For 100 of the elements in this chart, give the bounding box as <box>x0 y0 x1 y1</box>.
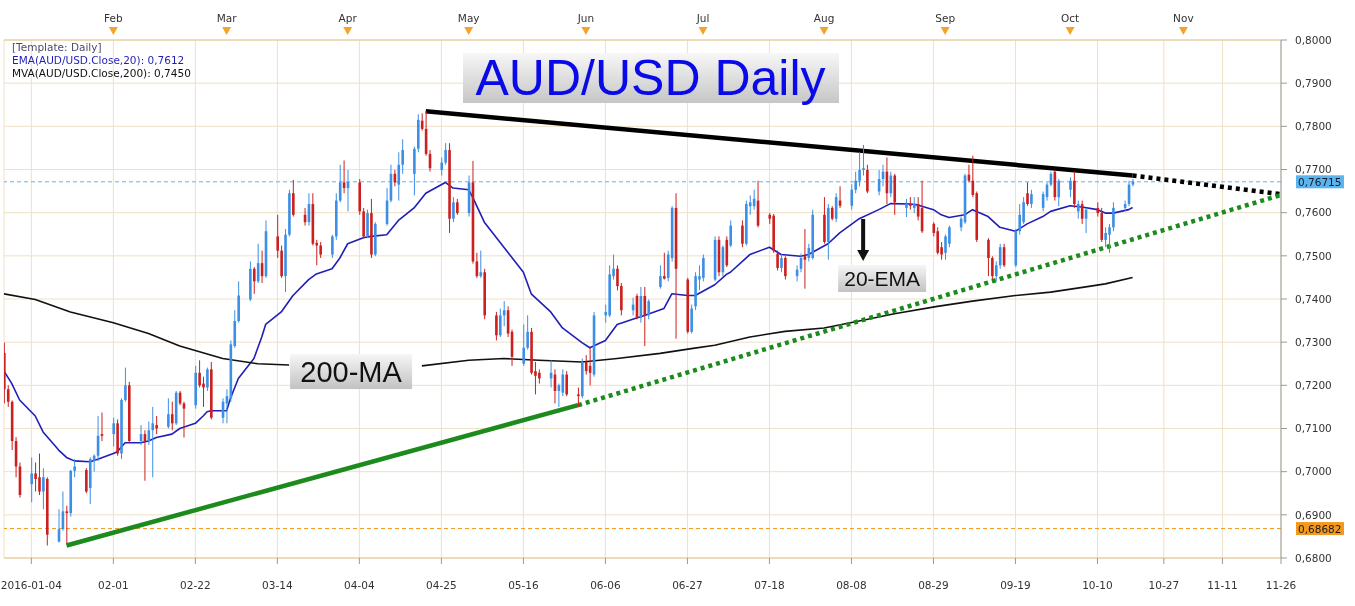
chart-title: AUD/USD Daily <box>462 50 839 106</box>
x2-tick-label: Jun <box>576 12 595 24</box>
candlestick <box>198 359 201 388</box>
candlestick <box>741 219 744 248</box>
ref-line-label: 0,68682 <box>1298 522 1342 535</box>
x-tick-label: 02-01 <box>98 579 129 592</box>
candlestick <box>85 467 88 494</box>
candlestick <box>100 412 104 442</box>
candlestick <box>616 264 619 291</box>
candlestick <box>479 250 483 279</box>
candlestick <box>73 458 76 478</box>
candlestick <box>1112 201 1115 232</box>
candlestick <box>647 298 651 320</box>
x-tick-label: 04-25 <box>426 579 457 592</box>
candlestick <box>1030 189 1033 209</box>
candlestick <box>155 415 158 435</box>
y-tick-label: 0,7300 <box>1295 335 1332 348</box>
candlestick <box>397 151 401 202</box>
candlestick <box>124 367 127 403</box>
candlestick <box>862 144 865 177</box>
candlestick <box>170 401 174 431</box>
x-tick-label: 02-22 <box>180 579 211 592</box>
x-tick-label: 11-26 <box>1265 579 1297 592</box>
candlestick <box>38 453 41 496</box>
candlestick <box>502 300 506 327</box>
y-tick-label: 0,7600 <box>1295 206 1332 219</box>
candlestick <box>987 237 990 277</box>
candlestick <box>1104 226 1107 248</box>
candlestick <box>659 264 662 290</box>
candlestick <box>776 250 779 272</box>
candlestick <box>182 401 186 439</box>
y-tick-label: 0,7700 <box>1295 163 1332 176</box>
x-tick-label: 06-06 <box>590 579 621 592</box>
candlestick <box>1026 181 1029 207</box>
candlestick <box>366 209 369 239</box>
x-tick-label: 06-27 <box>672 579 703 592</box>
candlestick <box>854 171 857 194</box>
candlestick <box>936 226 939 256</box>
y-tick-label: 0,8000 <box>1295 33 1332 46</box>
x2-tick-label: Aug <box>813 12 835 24</box>
candlestick <box>499 308 502 338</box>
candlestick <box>202 376 205 408</box>
x-tick-label: 03-14 <box>262 579 293 592</box>
line-series <box>4 181 1134 463</box>
y-tick-label: 0,7800 <box>1295 120 1332 133</box>
candlestick <box>1108 223 1111 254</box>
y-tick-label: 0,7900 <box>1295 76 1332 89</box>
text: EMA(AUD/USD.Close,20): 0,7612 <box>12 54 186 67</box>
x2-tick-label: Mar <box>216 12 238 24</box>
candlestick <box>729 219 733 248</box>
candlestick <box>663 252 666 281</box>
candlestick <box>690 304 693 335</box>
candlestick <box>6 384 10 408</box>
candlestick <box>991 255 994 281</box>
x-tick-label: 2016-01-04 <box>0 579 63 592</box>
x2-tick-label: Sep <box>935 12 956 24</box>
candlestick <box>866 164 869 194</box>
candlestick <box>276 214 280 259</box>
x2-tick-label: Nov <box>1173 12 1194 24</box>
candlestick <box>702 254 705 282</box>
x-tick-label: 05-16 <box>508 579 539 592</box>
candlestick <box>994 260 998 282</box>
candlestick <box>1018 203 1021 236</box>
annotation: 200-MA <box>300 355 403 388</box>
y-tick-label: 0,7200 <box>1295 379 1332 392</box>
candlestick <box>151 406 155 478</box>
candlestick <box>167 397 170 429</box>
candlestick <box>252 266 256 295</box>
x-tick-label: 08-29 <box>918 579 949 592</box>
ref-line-label: 0,76715 <box>1298 175 1342 188</box>
x-tick-label: 07-18 <box>754 579 785 592</box>
x-tick-label: 10-27 <box>1148 579 1180 592</box>
candlestick <box>206 367 209 392</box>
candlestick <box>112 417 115 448</box>
candlestick <box>905 198 908 218</box>
x2-tick-label: Apr <box>338 12 358 24</box>
candlestick <box>444 142 447 166</box>
candlestick <box>858 151 861 187</box>
x2-tick-label: Jul <box>695 12 710 24</box>
candlestick <box>292 179 295 218</box>
y-tick-label: 0,6800 <box>1295 551 1332 564</box>
candlestick <box>850 183 854 211</box>
x2-tick-label: Oct <box>1061 12 1080 24</box>
candlestick <box>30 456 33 503</box>
candlestick <box>495 311 498 341</box>
candlestick <box>1076 200 1080 220</box>
x-tick-label: 10-10 <box>1082 579 1113 592</box>
text: MVA(AUD/USD.Close,200): 0,7450 <box>12 67 191 80</box>
candlestick <box>577 386 580 408</box>
y-tick-label: 0,6900 <box>1295 508 1332 521</box>
candlestick <box>440 156 444 177</box>
candlestick <box>401 138 404 175</box>
candlestick <box>526 314 529 351</box>
y-tick-label: 0,7000 <box>1295 465 1332 478</box>
y-tick-label: 0,7500 <box>1295 249 1332 262</box>
x-tick-label: 09-19 <box>1000 579 1031 592</box>
y-tick-label: 0,7100 <box>1295 422 1332 435</box>
candlestick <box>565 370 568 397</box>
x-tick-label: 04-04 <box>344 579 375 592</box>
candlestick <box>331 234 334 259</box>
